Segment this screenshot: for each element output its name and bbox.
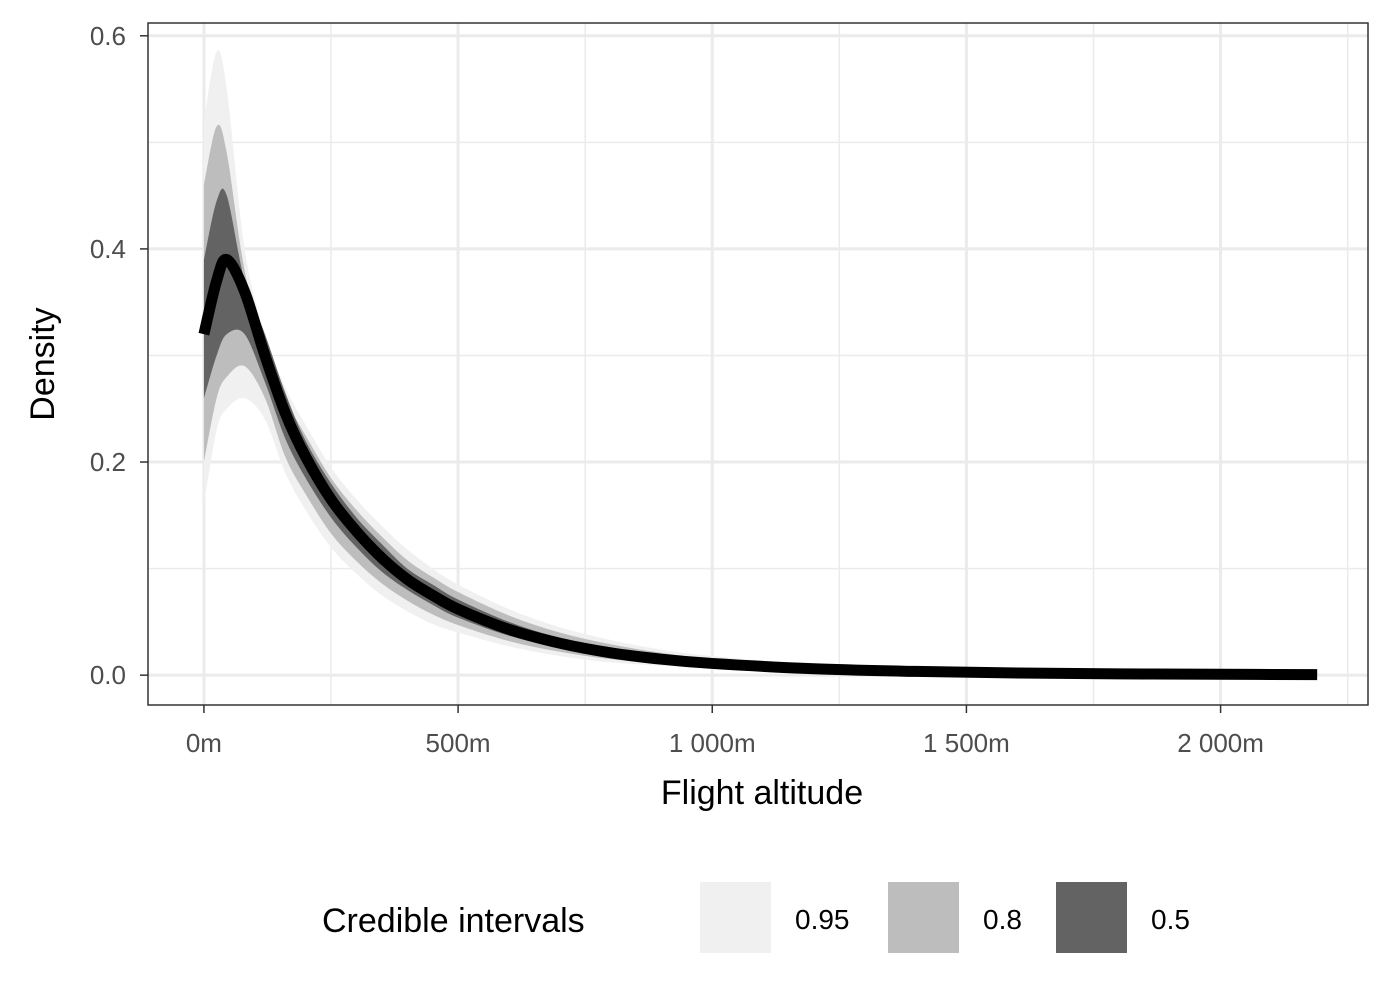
legend-label-0.5: 0.5 (1151, 904, 1190, 935)
plot-panel-background (148, 23, 1368, 705)
y-axis: 0.0 0.2 0.4 0.6 (90, 21, 148, 690)
plot-panel-border (147, 22, 1369, 706)
x-axis: 0m 500m 1 000m 1 500m 2 000m (186, 705, 1264, 758)
y-axis-title: Density (24, 307, 62, 420)
median-curve-layer (198, 253, 1318, 681)
y-tick-label: 0.6 (90, 21, 126, 51)
y-tick-label: 0.0 (90, 660, 126, 690)
x-tick-label: 0m (186, 728, 222, 758)
x-tick-label: 1 000m (669, 728, 756, 758)
y-tick-label: 0.4 (90, 234, 126, 264)
legend-key-0.95 (700, 882, 771, 953)
legend-key-0.5 (1056, 882, 1127, 953)
legend-key-0.8 (888, 882, 959, 953)
legend-label-0.8: 0.8 (983, 904, 1022, 935)
y-tick-label: 0.2 (90, 447, 126, 477)
median-density-line (198, 253, 1318, 681)
legend-title: Credible intervals (322, 902, 585, 940)
x-tick-label: 500m (426, 728, 491, 758)
legend: Credible intervals 0.95 0.8 0.5 (322, 882, 1190, 953)
x-tick-label: 2 000m (1177, 728, 1264, 758)
x-axis-title: Flight altitude (661, 774, 863, 812)
x-tick-label: 1 500m (923, 728, 1010, 758)
minor-gridlines (148, 23, 1368, 705)
legend-label-0.95: 0.95 (795, 904, 850, 935)
